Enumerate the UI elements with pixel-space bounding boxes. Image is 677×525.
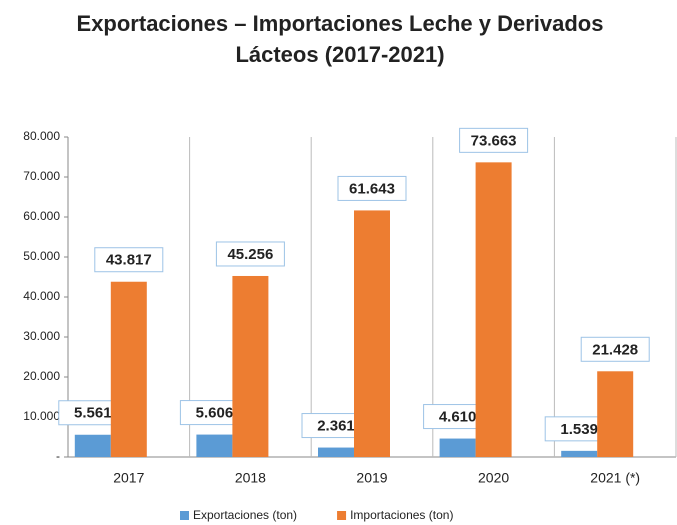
value-label: 1.539 xyxy=(560,421,598,438)
value-label-box xyxy=(459,127,529,153)
legend-swatch xyxy=(180,511,189,520)
y-tick-label: 80.000 xyxy=(23,129,60,143)
x-tick-label: 2021 (*) xyxy=(590,470,640,486)
bar xyxy=(74,434,111,457)
y-tick-label: 70.000 xyxy=(23,169,60,183)
bar xyxy=(561,450,598,457)
legend-swatch xyxy=(337,511,347,520)
value-label-box xyxy=(337,175,407,201)
value-label-box xyxy=(580,336,650,362)
bar xyxy=(196,434,233,457)
x-tick-label: 2018 xyxy=(235,470,266,486)
y-tick-label: 50.000 xyxy=(23,249,60,263)
y-tick-label: - xyxy=(56,449,60,463)
legend-label: Exportaciones (ton) xyxy=(193,508,297,522)
y-tick-label: 30.000 xyxy=(23,329,60,343)
bar xyxy=(475,162,512,457)
bar xyxy=(597,371,634,457)
value-label: 43.817 xyxy=(106,252,152,269)
value-label-box xyxy=(215,241,285,267)
value-label: 4.610 xyxy=(439,409,477,426)
bar xyxy=(439,438,476,457)
bar xyxy=(110,281,147,457)
value-label: 5.606 xyxy=(196,405,234,422)
x-tick-label: 2020 xyxy=(478,470,509,486)
bar xyxy=(354,210,390,457)
value-label: 5.561 xyxy=(74,405,112,422)
bar xyxy=(318,447,354,457)
x-tick-label: 2019 xyxy=(356,470,387,486)
value-label-box xyxy=(94,247,164,273)
value-label: 21.428 xyxy=(592,341,638,358)
value-label: 73.663 xyxy=(471,132,517,149)
value-label: 61.643 xyxy=(349,180,395,197)
y-tick-label: 40.000 xyxy=(23,289,60,303)
value-label: 2.361 xyxy=(317,418,355,435)
value-label: 45.256 xyxy=(227,246,273,263)
chart-title: Exportaciones – Importaciones Leche y De… xyxy=(76,11,604,67)
legend-label: Importaciones (ton) xyxy=(350,508,453,522)
y-tick-label: 20.000 xyxy=(23,369,60,383)
y-tick-label: 60.000 xyxy=(23,209,60,223)
bar xyxy=(232,275,269,457)
y-tick-label: 10.000 xyxy=(23,409,60,423)
x-tick-label: 2017 xyxy=(113,470,144,486)
